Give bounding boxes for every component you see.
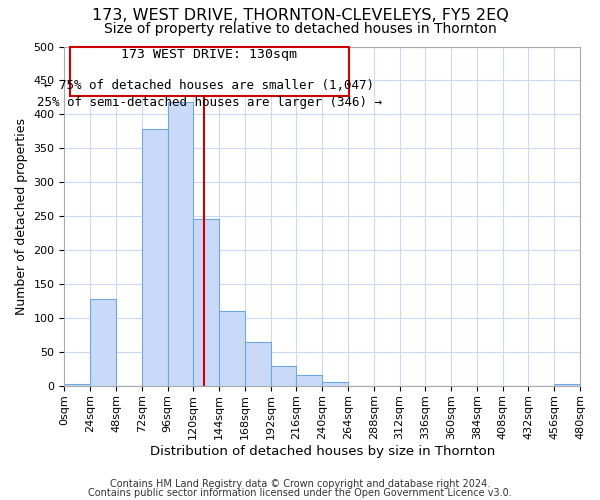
Text: Size of property relative to detached houses in Thornton: Size of property relative to detached ho…: [104, 22, 496, 36]
Text: ← 75% of detached houses are smaller (1,047)
25% of semi-detached houses are lar: ← 75% of detached houses are smaller (1,…: [37, 79, 382, 109]
Bar: [70, 46, 349, 96]
Bar: [193, 219, 219, 386]
Bar: [219, 312, 245, 386]
Bar: [167, 102, 193, 386]
X-axis label: Distribution of detached houses by size in Thornton: Distribution of detached houses by size …: [149, 444, 495, 458]
Text: 173 WEST DRIVE: 130sqm: 173 WEST DRIVE: 130sqm: [121, 48, 298, 61]
Bar: [245, 342, 271, 386]
Bar: [271, 366, 296, 386]
Text: Contains public sector information licensed under the Open Government Licence v3: Contains public sector information licen…: [88, 488, 512, 498]
Y-axis label: Number of detached properties: Number of detached properties: [15, 118, 28, 315]
Bar: [90, 299, 116, 386]
Bar: [64, 384, 90, 386]
Bar: [554, 384, 580, 386]
Text: Contains HM Land Registry data © Crown copyright and database right 2024.: Contains HM Land Registry data © Crown c…: [110, 479, 490, 489]
Bar: [322, 382, 348, 386]
Bar: [296, 376, 322, 386]
Text: 173, WEST DRIVE, THORNTON-CLEVELEYS, FY5 2EQ: 173, WEST DRIVE, THORNTON-CLEVELEYS, FY5…: [92, 8, 508, 22]
Bar: [142, 130, 167, 386]
